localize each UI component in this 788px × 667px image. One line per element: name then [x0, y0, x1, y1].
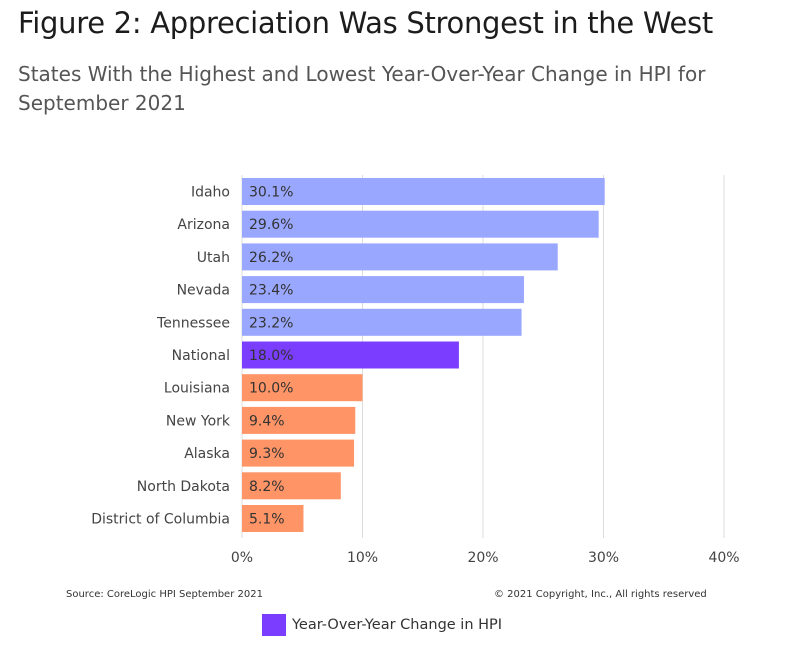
chart-subtitle: States With the Highest and Lowest Year-… [18, 62, 706, 115]
x-tick-label: 40% [708, 550, 739, 566]
source-note: Source: CoreLogic HPI September 2021 [66, 589, 263, 600]
bar [242, 341, 459, 369]
bar [242, 210, 599, 238]
bar [242, 276, 524, 304]
category-label: Arizona [177, 217, 230, 233]
legend-swatch [262, 614, 286, 636]
category-label: Louisiana [164, 381, 230, 397]
value-label: 29.6% [249, 217, 293, 233]
value-label: 10.0% [249, 381, 293, 397]
legend: Year-Over-Year Change in HPI [262, 614, 502, 636]
x-tick-label: 10% [347, 550, 378, 566]
bar [242, 308, 522, 336]
value-label: 9.3% [249, 446, 285, 462]
bar [242, 243, 558, 271]
bar [242, 505, 304, 532]
value-label: 5.1% [249, 512, 285, 528]
value-label: 18.0% [249, 348, 293, 364]
copyright-note: © 2021 Copyright, Inc., All rights reser… [494, 589, 707, 600]
category-label: North Dakota [137, 479, 230, 495]
x-tick-label: 20% [467, 550, 498, 566]
chart-title: Figure 2: Appreciation Was Strongest in … [18, 6, 713, 40]
bar [242, 178, 605, 205]
category-label: Nevada [177, 283, 230, 299]
category-label: Idaho [191, 185, 230, 201]
category-label: New York [166, 413, 231, 429]
bar-chart: 0% 10% 20% 30% 40% Idaho 30.1% Arizona 29.6% Utah… [91, 175, 740, 566]
bar [242, 406, 356, 434]
value-label: 26.2% [249, 250, 293, 266]
value-label: 23.2% [249, 315, 293, 331]
bar [242, 439, 355, 467]
legend-label: Year-Over-Year Change in HPI [292, 617, 503, 633]
value-label: 23.4% [249, 283, 293, 299]
x-tick-label: 30% [588, 550, 619, 566]
category-label: National [172, 348, 230, 364]
bar [242, 472, 341, 500]
value-label: 8.2% [249, 479, 285, 495]
value-label: 9.4% [249, 413, 285, 429]
category-label: Alaska [184, 446, 230, 462]
x-tick-label: 0% [231, 550, 253, 566]
category-label: District of Columbia [91, 512, 230, 528]
bar [242, 374, 363, 402]
category-label: Tennessee [156, 315, 230, 331]
value-label: 30.1% [249, 185, 293, 201]
category-label: Utah [197, 250, 230, 266]
